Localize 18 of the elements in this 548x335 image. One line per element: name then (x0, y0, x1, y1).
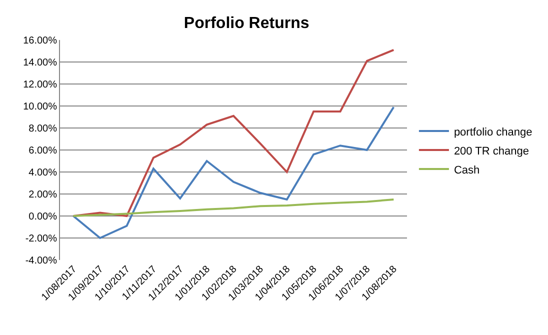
legend-label: 200 TR change (454, 145, 529, 158)
y-tick-label: 8.00% (28, 124, 58, 134)
legend-label: Cash (454, 164, 480, 176)
y-tick-label: 12.00% (23, 80, 58, 90)
y-tick-label: 10.00% (23, 102, 58, 112)
line-series (72, 198, 395, 217)
y-tick-label: 16.00% (23, 36, 58, 46)
line-series (72, 106, 395, 239)
line-series (72, 48, 395, 217)
y-tick-label: 14.00% (23, 58, 58, 68)
y-tick-label: 4.00% (28, 168, 58, 178)
y-tick-label: -2.00% (25, 234, 58, 244)
y-tick-label: 2.00% (28, 190, 58, 200)
y-tick-label: 6.00% (28, 146, 58, 156)
y-tick-label: 0.00% (28, 212, 58, 222)
chart-title: Porfolio Returns (184, 14, 310, 32)
y-tick-label: -4.00% (25, 256, 58, 266)
legend-label: portfolio change (454, 126, 532, 138)
